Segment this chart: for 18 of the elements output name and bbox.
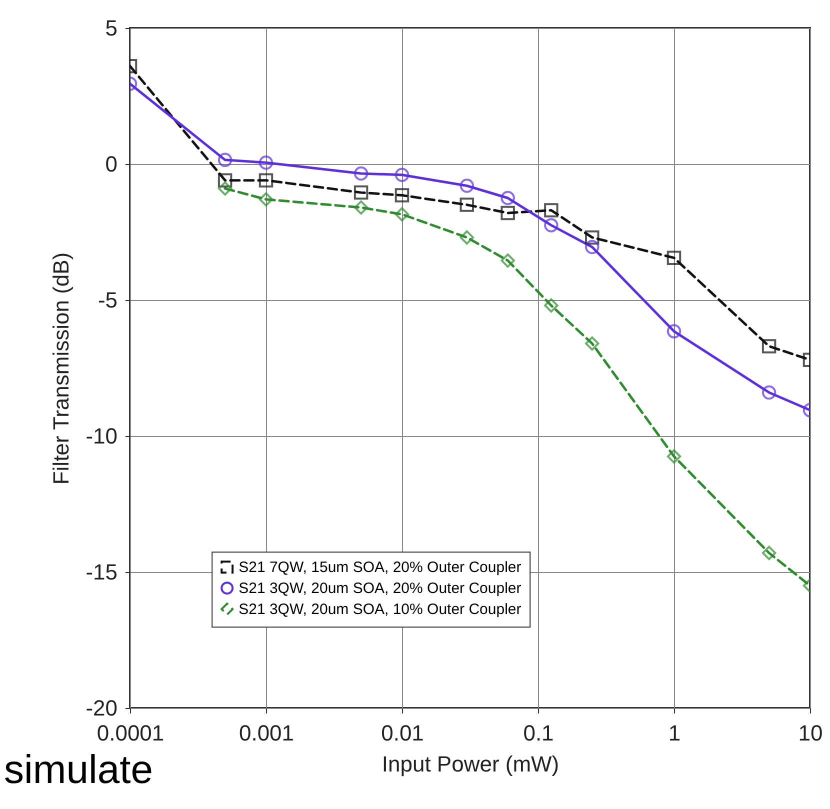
y-axis-title: Filter Transmission (dB)	[48, 252, 74, 485]
x-tick-label: 0.0001	[96, 720, 164, 746]
legend-label: S21 7QW, 15um SOA, 20% Outer Coupler	[238, 559, 522, 576]
y-tick-label: 5	[105, 16, 118, 40]
x-tick-label: 10	[798, 720, 823, 746]
x-tick-label: 0.001	[238, 720, 294, 746]
x-tick-label: 0.1	[523, 720, 554, 746]
x-tick-label: 0.01	[381, 720, 424, 746]
y-tick-label: -10	[86, 424, 118, 448]
y-tick-label: 0	[105, 152, 118, 176]
legend-label: S21 3QW, 20um SOA, 20% Outer Coupler	[238, 580, 522, 598]
y-tick-label: -15	[86, 560, 118, 584]
text: simulate	[4, 748, 153, 793]
legend-label: S21 3QW, 20um SOA, 10% Outer Coupler	[238, 601, 522, 618]
y-tick-label: -5	[98, 288, 118, 312]
x-axis-title: Input Power (mW)	[382, 752, 560, 776]
x-tick-label: 1	[668, 720, 681, 746]
y-tick-label: -20	[86, 696, 118, 720]
